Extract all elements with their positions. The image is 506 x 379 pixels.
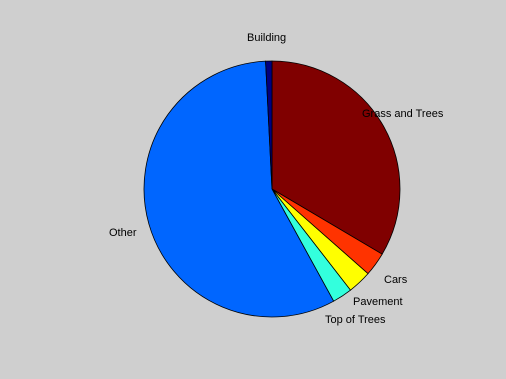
pie-label-building: Building [247,32,286,44]
pie-slices [143,60,401,318]
pie-slice-grass-and-trees [271,60,401,255]
pie-label-cars: Cars [384,274,408,286]
pie-slice-other [143,60,335,318]
pie-label-grass-and-trees: Grass and Trees [362,108,444,120]
pie-slice-building [265,60,273,190]
pie-label-top-of-trees: Top of Trees [325,314,386,326]
pie-labels: Grass and Trees Cars Pavement Top of Trees O… [109,32,444,326]
pie-label-other: Other [109,227,137,239]
pie-label-pavement: Pavement [353,296,403,308]
